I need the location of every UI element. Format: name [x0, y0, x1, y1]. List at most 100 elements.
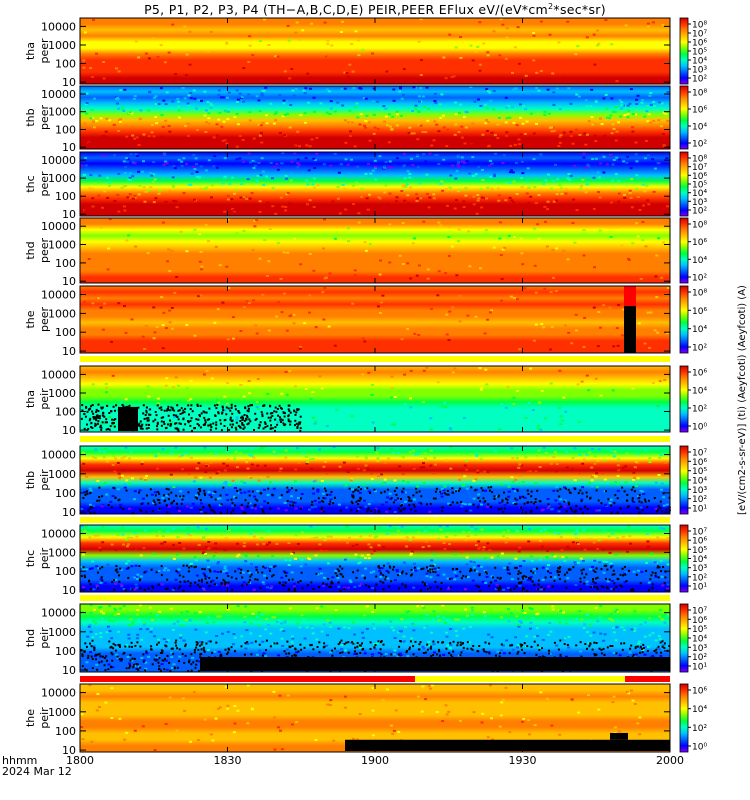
colorbar-tick-label: 10⁷ [692, 163, 707, 173]
colorbar-unit-label: [eV/(cm2-s-sr-eV)] (ti) (Aeyfcoti) (Aeyf… [737, 285, 748, 515]
panel-probe-label: thb [24, 471, 37, 489]
panel-probe-label: the [24, 310, 37, 328]
colorbar-tick-label: 10² [692, 653, 707, 663]
panel-probe-label: thd [24, 629, 37, 647]
y-tick-label: 10000 [41, 368, 76, 381]
colorbar-tick-label: 10⁶ [692, 172, 707, 182]
panel-probe-label: thc [24, 175, 37, 192]
y-tick-label: 100 [55, 406, 76, 419]
panel-thb-peir: 10000 1000 100 10 thb peir 10⁷10⁶10⁵10⁴10³10²1… [24, 445, 707, 523]
y-tick-label: 1000 [48, 468, 76, 481]
colorbar-tick-label: 10⁴ [692, 57, 707, 67]
y-tick-label: 100 [55, 565, 76, 578]
colorbar-tick-label: 10⁶ [692, 687, 707, 697]
spectrogram-texture [82, 18, 665, 83]
no-data-mask [80, 403, 302, 432]
spectrogram-image [80, 218, 670, 283]
colorbar-tick-label: 10⁵ [692, 48, 707, 58]
colorbar-tick-label: 10⁰ [692, 423, 707, 433]
y-tick-label: 1000 [48, 546, 76, 559]
colorbar-tick-label: 10² [692, 75, 707, 85]
y-tick-label: 1000 [48, 387, 76, 400]
colorbar-tick-label: 10⁷ [692, 607, 707, 617]
spectrogram-image [80, 366, 670, 432]
colorbar: 10⁸ 10⁶ 10⁴ 10² [679, 285, 707, 354]
y-tick-label: 1000 [48, 39, 76, 52]
quality-flag-bar [80, 517, 670, 523]
spectrogram-texture [89, 366, 667, 431]
y-tick-label: 10000 [41, 528, 76, 541]
colorbar-tick-label: 10⁸ [692, 155, 707, 165]
panel-species-label: peer [38, 307, 51, 333]
panel-tha-peir: 10000 1000 100 10 tha peir 10⁶ 10⁴ 10² 10⁰ [24, 365, 707, 442]
colorbar-tick-label: 10⁴ [692, 555, 707, 565]
spectrogram-texture [80, 152, 669, 215]
spectrogram-texture [87, 218, 665, 280]
x-tick-label: 1930 [509, 754, 537, 767]
colorbar-tick-label: 10⁸ [692, 89, 707, 99]
x-tick-label: 1900 [361, 754, 389, 767]
colorbar-tick-label: 10² [692, 344, 707, 354]
colorbar-tick-label: 10² [692, 405, 707, 415]
y-tick-label: 10000 [41, 220, 76, 233]
colorbar-tick-label: 10² [692, 207, 707, 217]
colorbar-tick-label: 10² [692, 495, 707, 505]
colorbar-tick-label: 10⁷ [692, 528, 707, 538]
y-tick-label: 10 [62, 208, 76, 221]
quality-flag-bar [80, 676, 670, 682]
panel-species-label: peir [38, 707, 51, 729]
colorbar-tick-label: 10⁴ [692, 705, 707, 715]
y-tick-label: 10 [62, 506, 76, 519]
colorbar-tick-label: 10² [692, 274, 707, 284]
panel-species-label: peir [38, 388, 51, 410]
colorbar-tick-label: 10³ [692, 486, 707, 496]
colorbar-tick-label: 10⁵ [692, 467, 707, 477]
y-tick-label: 100 [55, 645, 76, 658]
y-tick-label: 100 [55, 725, 76, 738]
panel-species-label: peer [38, 171, 51, 197]
colorbar-tick-label: 10⁴ [692, 635, 707, 645]
panel-probe-label: tha [24, 390, 37, 408]
y-tick-label: 100 [55, 487, 76, 500]
panel-thc-peir: 10000 1000 100 10 thc peir 10⁷10⁶10⁵10⁴10³10²1… [24, 524, 707, 601]
y-tick-label: 1000 [48, 307, 76, 320]
colorbar-tick-label: 10² [692, 573, 707, 583]
quality-flag-bar [80, 356, 670, 362]
colorbar-tick-label: 10¹ [692, 583, 707, 593]
y-tick-label: 10000 [41, 449, 76, 462]
colorbar-tick-label: 10⁶ [692, 106, 707, 116]
y-tick-label: 10000 [41, 607, 76, 620]
colorbar-tick-label: 10⁶ [692, 369, 707, 379]
spectrogram-image [80, 525, 670, 592]
panel-the-peir: 10000 1000 100 10 the peir 10⁶ 10⁴ 10² 10⁰ [24, 683, 707, 757]
colorbar-tick-label: 10³ [692, 564, 707, 574]
x-tick-label: 1800 [66, 754, 94, 767]
y-tick-label: 10 [62, 424, 76, 437]
colorbar-tick-label: 10⁶ [692, 537, 707, 547]
spectrogram-texture [83, 86, 670, 148]
colorbar-tick-label: 10⁵ [692, 181, 707, 191]
y-tick-label: 100 [55, 257, 76, 270]
y-tick-label: 10 [62, 664, 76, 677]
colorbar-tick-label: 10⁴ [692, 387, 707, 397]
panel-probe-label: thd [24, 241, 37, 259]
panel-probe-label: the [24, 709, 37, 727]
y-tick-label: 1000 [48, 706, 76, 719]
y-tick-label: 100 [55, 124, 76, 137]
spectrogram-texture [80, 684, 647, 751]
colorbar-tick-label: 10² [692, 140, 707, 150]
y-tick-label: 10000 [41, 20, 76, 33]
y-tick-label: 1000 [48, 172, 76, 185]
colorbar: 10⁶ 10⁴ 10² 10⁰ [679, 683, 707, 753]
x-axis-date-label: 2024 Mar 12 [2, 765, 72, 778]
spectrogram-image [80, 152, 670, 216]
panel-species-label: peir [38, 547, 51, 569]
y-tick-label: 10 [62, 76, 76, 89]
panel-species-label: peer [38, 105, 51, 131]
colorbar-tick-label: 10⁴ [692, 189, 707, 199]
y-tick-label: 10 [62, 584, 76, 597]
y-tick-label: 100 [55, 190, 76, 203]
